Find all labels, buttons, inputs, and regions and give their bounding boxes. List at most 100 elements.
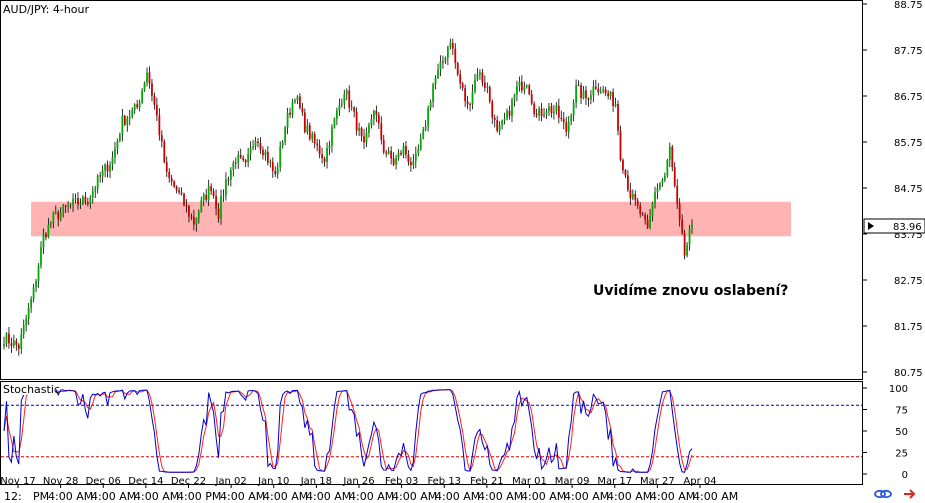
- time-label: 4:00 AM: [263, 490, 308, 503]
- time-label: 4:00 AM: [134, 490, 179, 503]
- price-candle: [543, 108, 545, 119]
- price-candle: [217, 203, 220, 223]
- price-axis-label: 84.75: [894, 184, 923, 195]
- price-candle: [133, 103, 136, 114]
- price-candle: [496, 115, 499, 133]
- price-candle: [535, 108, 538, 118]
- price-candle: [183, 192, 185, 207]
- price-candle: [528, 83, 531, 96]
- price-candle: [372, 109, 375, 126]
- price-candle: [419, 133, 422, 151]
- price-candle: [291, 98, 294, 119]
- price-axis-label: 85.75: [894, 138, 923, 149]
- time-label: 4:00 PM: [177, 490, 221, 503]
- stochastic-title-bg: [1, 382, 56, 395]
- price-candle: [190, 213, 193, 221]
- price-candle: [668, 142, 671, 168]
- price-candle: [614, 97, 617, 108]
- forward-arrow-icon[interactable]: [901, 487, 919, 501]
- price-candle: [308, 122, 311, 141]
- price-candle: [592, 80, 595, 102]
- price-candle: [506, 108, 508, 121]
- price-candle: [160, 130, 163, 148]
- price-candle: [471, 84, 474, 110]
- price-candle: [631, 189, 634, 201]
- price-candle: [69, 203, 72, 209]
- price-candle: [259, 137, 262, 155]
- price-candle: [20, 328, 23, 354]
- price-candle: [269, 159, 272, 168]
- price-candle: [62, 203, 65, 218]
- price-candle: [491, 99, 494, 124]
- price-candle: [488, 85, 491, 104]
- price-candle: [279, 141, 282, 172]
- price-candle: [397, 149, 400, 161]
- price-candle: [318, 139, 321, 159]
- price-candle: [348, 85, 351, 113]
- price-candle: [3, 336, 5, 350]
- price-candle: [294, 98, 296, 104]
- price-candle: [400, 149, 402, 156]
- price-candle: [513, 93, 516, 107]
- time-label: 4:00 AM: [478, 490, 523, 503]
- price-candle: [686, 242, 688, 258]
- price-candle: [358, 122, 360, 137]
- price-candle: [604, 86, 607, 97]
- link-icon[interactable]: [874, 487, 892, 501]
- date-label: Mar 27: [640, 476, 675, 487]
- price-candle: [417, 144, 420, 157]
- price-candle: [427, 105, 430, 132]
- price-candle: [25, 314, 28, 332]
- price-candle: [180, 187, 183, 196]
- price-candle: [220, 189, 222, 225]
- price-candle: [562, 111, 565, 130]
- date-label: Jan 18: [300, 476, 332, 487]
- price-candle: [205, 188, 208, 203]
- price-candle: [185, 199, 188, 213]
- price-candle: [676, 178, 679, 210]
- price-candle: [47, 217, 50, 239]
- price-candle: [89, 195, 92, 209]
- price-candle: [296, 95, 299, 105]
- price-candle: [548, 102, 550, 117]
- price-candle: [266, 146, 269, 166]
- price-candle: [456, 61, 459, 77]
- price-candle: [392, 152, 395, 167]
- price-candle: [560, 110, 563, 122]
- price-candle: [99, 171, 102, 183]
- price-candle: [424, 119, 427, 132]
- support-zone: [31, 201, 791, 237]
- price-candle: [27, 302, 30, 326]
- price-candle: [333, 117, 336, 129]
- price-candle: [323, 156, 326, 167]
- price-candle: [405, 140, 407, 159]
- price-candle: [580, 82, 582, 104]
- price-candle: [683, 229, 686, 260]
- price-candle: [649, 208, 651, 230]
- price-candle: [656, 183, 659, 200]
- price-candle: [575, 79, 578, 109]
- price-candle: [511, 97, 513, 123]
- price-candle: [439, 55, 442, 77]
- price-candle: [118, 132, 121, 143]
- price-candle: [340, 98, 343, 108]
- price-candle: [644, 212, 647, 225]
- price-candle: [195, 217, 198, 232]
- stochastic-axis-label: 0: [902, 470, 908, 481]
- price-candle: [681, 214, 684, 235]
- price-candle: [32, 283, 35, 303]
- price-candle: [345, 88, 348, 101]
- date-label: Jan 02: [214, 476, 246, 487]
- price-candle: [654, 186, 656, 209]
- time-label: 4:00 AM: [693, 490, 738, 503]
- date-label: Mar 09: [555, 476, 590, 487]
- price-candle: [77, 192, 79, 210]
- price-candle: [343, 89, 346, 110]
- price-candle: [503, 112, 506, 125]
- price-candle: [197, 209, 200, 224]
- price-candle: [64, 204, 67, 213]
- price-candle: [114, 142, 116, 164]
- price-candle: [67, 200, 70, 213]
- price-candle: [316, 138, 319, 152]
- stochastic-axis-label: 25: [895, 449, 908, 460]
